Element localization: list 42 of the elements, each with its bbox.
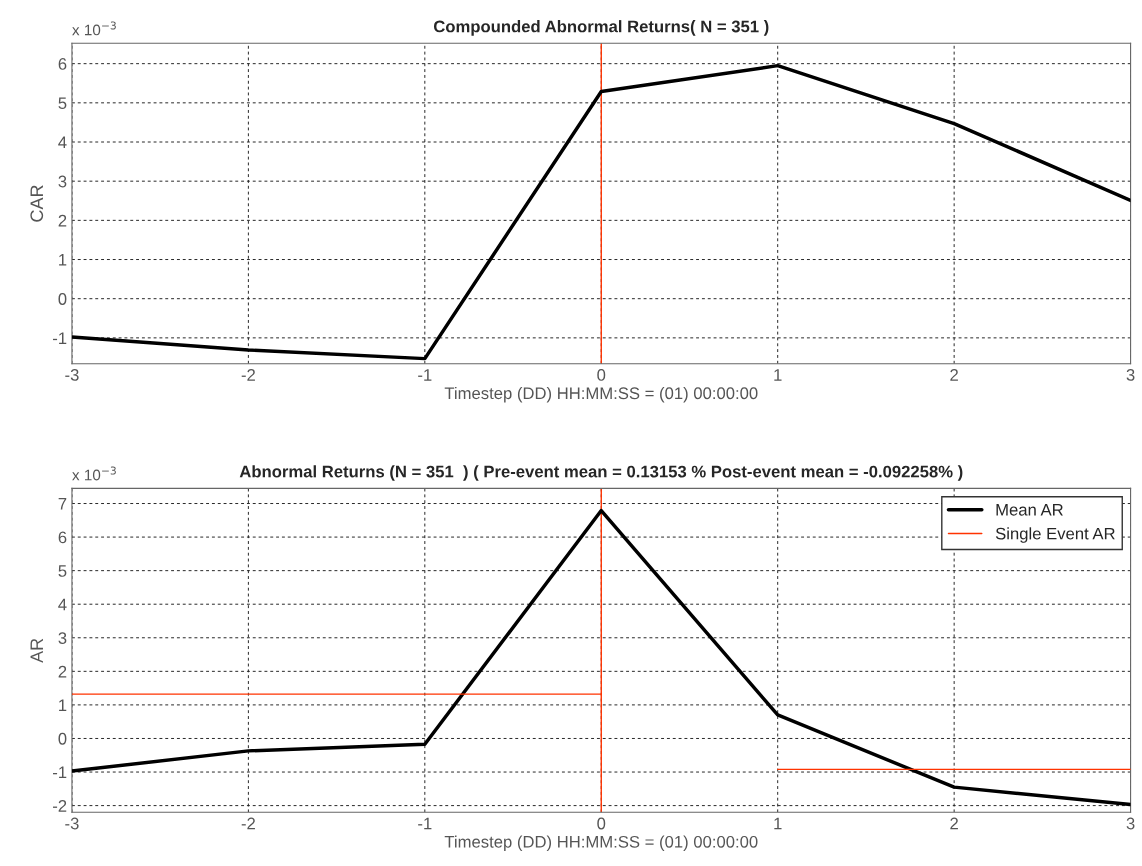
chart-title: Compounded Abnormal Returns( N = 351 )	[433, 20, 769, 36]
legend-label: Mean AR	[996, 504, 1063, 516]
x-tick-label: -1	[418, 817, 432, 830]
x-tick-label: 1	[774, 817, 782, 830]
x-tick-label: 3	[1126, 369, 1135, 381]
x-tick-label: 0	[597, 817, 606, 830]
y-tick-label: -1	[53, 766, 67, 779]
y-tick-label: 4	[58, 598, 67, 611]
x-tick-label: -2	[241, 817, 255, 830]
y-axis-title: CAR	[30, 185, 44, 222]
y-tick-label: -1	[53, 332, 67, 344]
chart-title: Abnormal Returns (N = 351 ) ( Pre-event mean = 0.13153 % Post-event mean = -0.092258% )	[239, 465, 963, 481]
y-tick-label: 3	[58, 175, 67, 188]
x-tick-label: -2	[241, 369, 255, 381]
x-tick-label: 2	[950, 369, 958, 381]
text: x 10$^{−3}$	[72, 21, 116, 36]
x-tick-label: -3	[65, 817, 79, 830]
y-tick-label: 5	[58, 97, 67, 110]
y-tick-label: 5	[58, 565, 67, 577]
y-tick-label: 6	[58, 531, 67, 544]
y-tick-label: -2	[53, 800, 67, 812]
y-tick-label: 0	[58, 732, 67, 745]
x-axis-title: Timestep (DD) HH:MM:SS = (01) 00:00:00	[444, 386, 758, 403]
x-tick-label: 1	[774, 369, 782, 381]
legend-label: Single Event AR	[995, 527, 1115, 543]
y-tick-label: 1	[59, 699, 67, 711]
x-axis-title: Timestep (DD) HH:MM:SS = (01) 00:00:00	[444, 835, 758, 852]
y-tick-label: 1	[59, 254, 67, 266]
x-tick-label: 3	[1126, 817, 1135, 830]
x-tick-label: -1	[418, 369, 432, 381]
y-tick-label: 4	[58, 136, 67, 149]
y-tick-label: 2	[58, 665, 67, 678]
y-tick-label: 6	[58, 58, 67, 70]
y-tick-label: 0	[58, 293, 67, 305]
x-tick-label: 2	[950, 817, 958, 830]
x-tick-label: 0	[597, 369, 606, 381]
y-axis-title: AR	[30, 638, 43, 663]
x-tick-label: -3	[65, 369, 79, 381]
y-tick-label: 3	[58, 632, 67, 644]
text: x 10$^{−3}$	[72, 466, 116, 481]
y-tick-label: 7	[58, 498, 67, 510]
y-tick-label: 2	[58, 214, 67, 227]
